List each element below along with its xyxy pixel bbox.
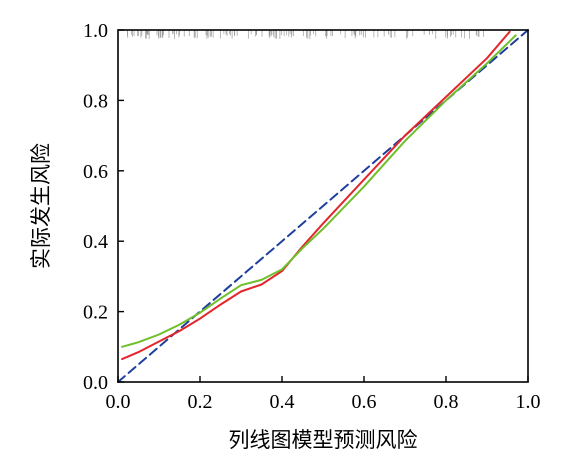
x-tick-label: 0.8 [434, 391, 459, 413]
x-axis-ticks: 0.0 0.2 0.4 0.6 0.8 1.0 [106, 376, 541, 413]
series-line-3 [121, 34, 517, 348]
y-tick-label: 0.8 [83, 90, 108, 112]
x-tick-label: 0.2 [188, 391, 213, 413]
x-tick-label: 0.0 [106, 391, 131, 413]
x-tick-label: 0.6 [352, 391, 377, 413]
y-tick-label: 1.0 [83, 20, 108, 42]
rug-ticks [127, 30, 485, 39]
series-line-2 [121, 30, 511, 361]
x-tick-label: 1.0 [516, 391, 541, 413]
y-axis-title: 实际发生风险 [29, 143, 53, 269]
y-tick-label: 0.4 [83, 231, 108, 253]
plot-frame [117, 29, 529, 383]
y-tick-label: 0.2 [83, 302, 108, 324]
series-layer [117, 29, 529, 383]
y-tick-label: 0.0 [83, 372, 108, 394]
x-axis-title: 列线图模型预测风险 [229, 428, 418, 452]
y-tick-label: 0.6 [83, 161, 108, 183]
x-tick-label: 0.4 [270, 391, 295, 413]
y-axis-ticks: 0.0 0.2 0.4 0.6 0.8 1.0 [83, 20, 124, 394]
